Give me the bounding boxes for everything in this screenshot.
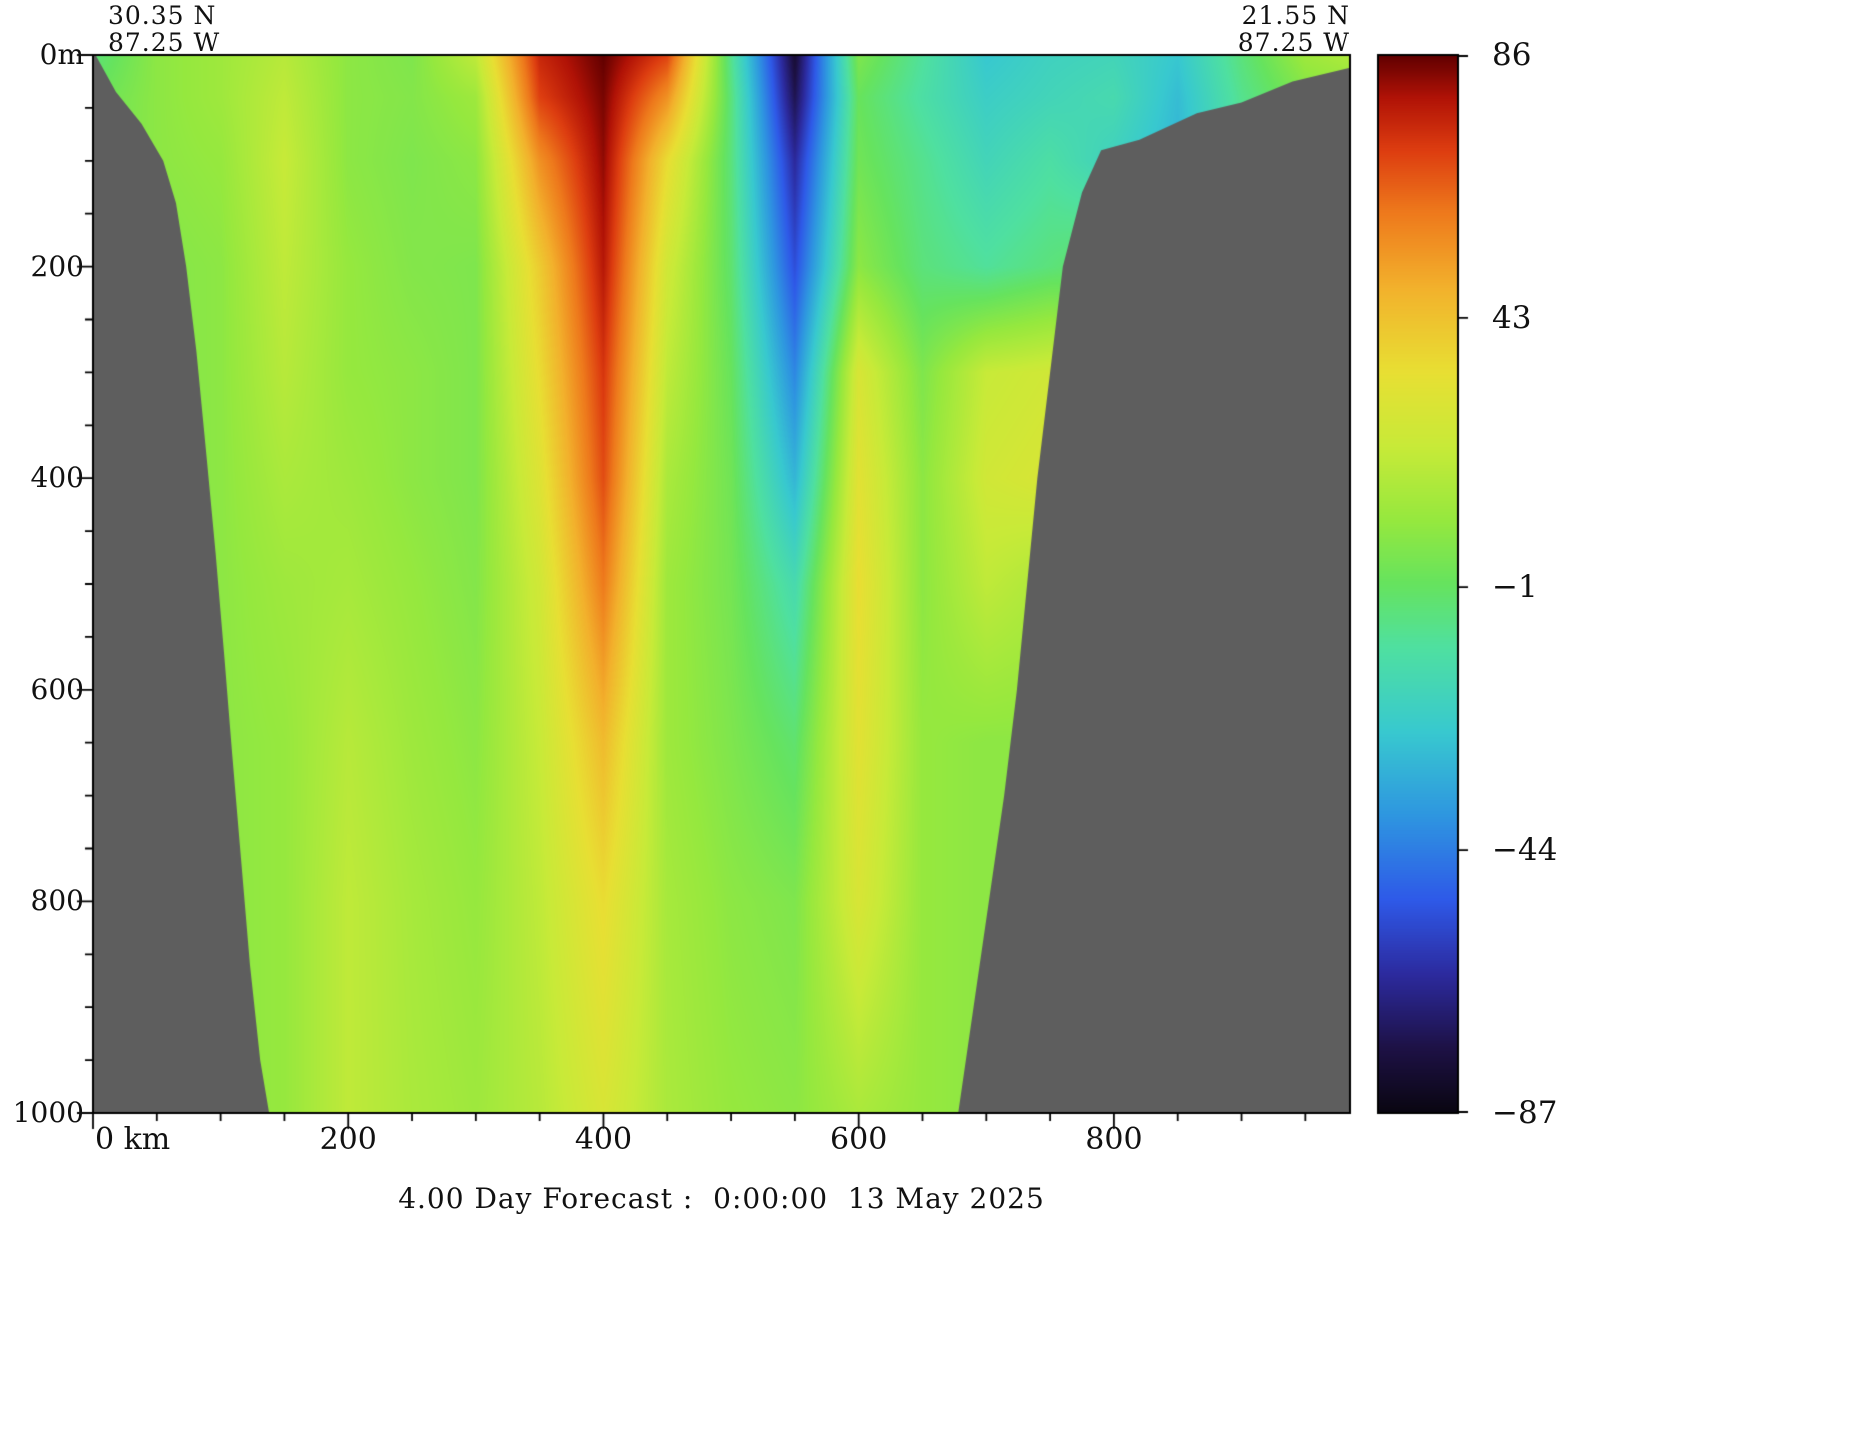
cross-section-heatmap-canvas (0, 0, 1860, 1442)
forecast-cross-section-page: 30.35 N 87.25 W 21.55 N 87.25 W 0m 200 400… (0, 0, 1860, 1442)
